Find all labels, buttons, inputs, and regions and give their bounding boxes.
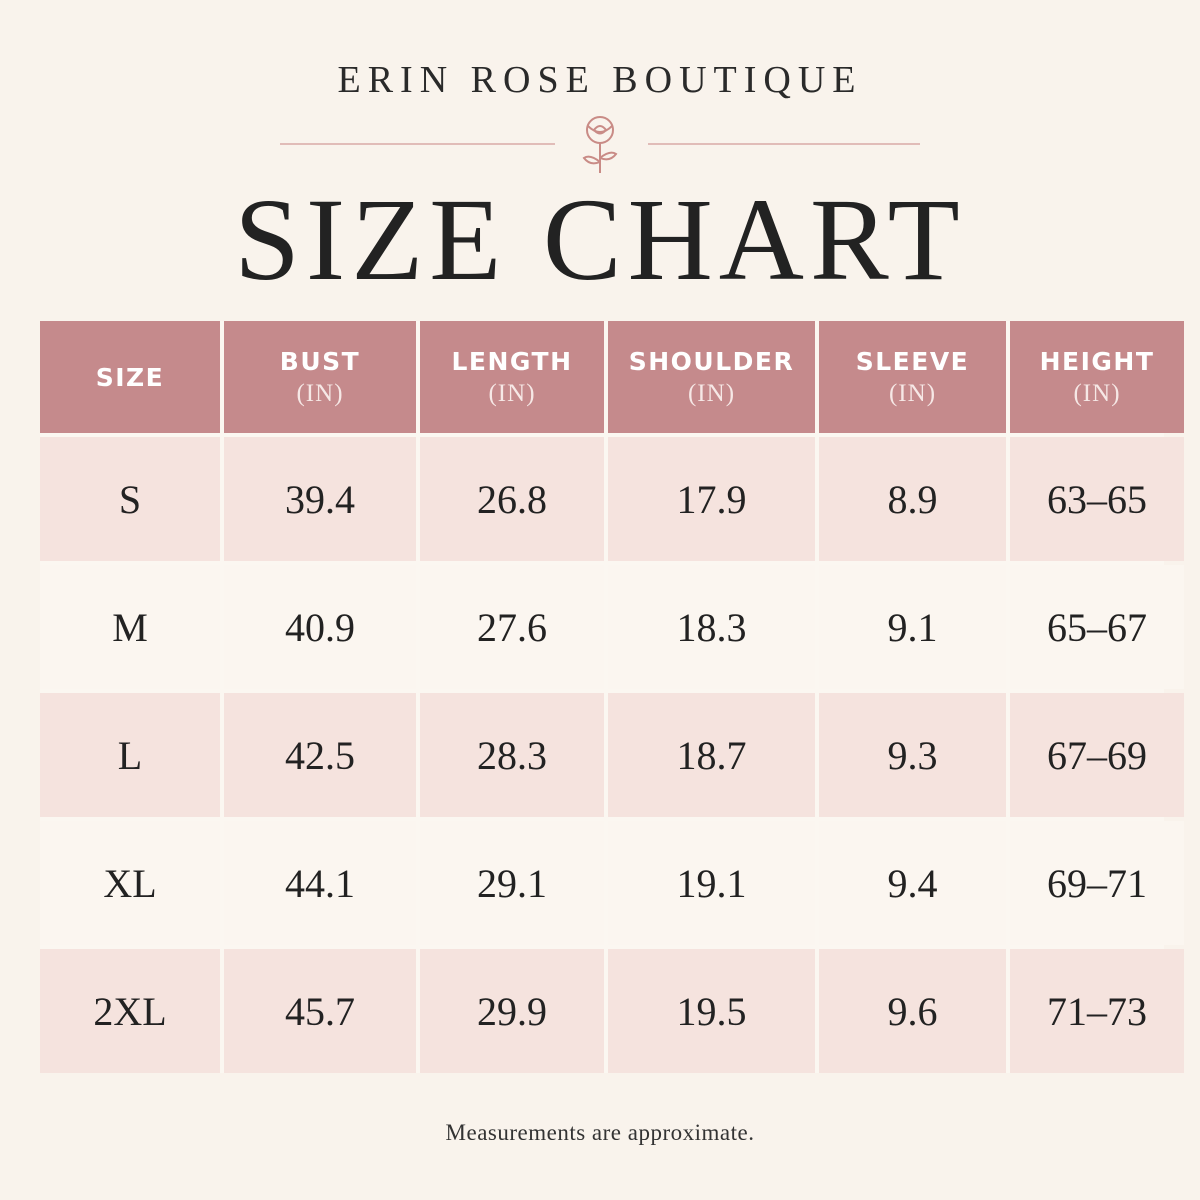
footer-note: Measurements are approximate. [445,1120,755,1145]
column-name: HEIGHT [1039,346,1155,376]
value-cell: 45.7 [224,949,416,1073]
size-cell: S [40,437,220,561]
header-cell: SLEEVE (IN) [819,321,1006,433]
header-cell: HEIGHT (IN) [1010,321,1184,433]
value-cell: 19.5 [608,949,815,1073]
value-cell: 39.4 [224,437,416,561]
column-name: SIZE [95,362,165,392]
header-cell: LENGTH (IN) [420,321,604,433]
value-cell: 9.6 [819,949,1006,1073]
value-cell: 67–69 [1010,693,1184,817]
column-unit: (IN) [488,379,536,407]
column-name: BUST [279,346,361,376]
value-cell: 8.9 [819,437,1006,561]
value-cell: 29.9 [420,949,604,1073]
size-cell: XL [40,821,220,945]
size-cell: L [40,693,220,817]
header-cell: SHOULDER (IN) [608,321,815,433]
column-unit: (IN) [1073,379,1121,407]
value-cell: 63–65 [1010,437,1184,561]
header-cell: BUST (IN) [224,321,416,433]
value-cell: 27.6 [420,565,604,689]
column-name: SHOULDER [628,346,795,376]
value-cell: 69–71 [1010,821,1184,945]
size-cell: M [40,565,220,689]
value-cell: 18.3 [608,565,815,689]
value-cell: 9.4 [819,821,1006,945]
value-cell: 65–67 [1010,565,1184,689]
value-cell: 29.1 [420,821,604,945]
size-table: SIZE BUST (IN) LENGTH (IN) SHOULDER (IN) SLEEVE… [40,321,1184,1073]
column-name: LENGTH [451,346,573,376]
column-unit: (IN) [296,379,344,407]
value-cell: 18.7 [608,693,815,817]
title: SIZE CHART [234,174,966,305]
header-cell: SIZE [40,321,220,433]
value-cell: 9.1 [819,565,1006,689]
value-cell: 9.3 [819,693,1006,817]
brand: ERIN ROSE BOUTIQUE [337,59,863,101]
value-cell: 40.9 [224,565,416,689]
column-unit: (IN) [888,379,937,407]
value-cell: 28.3 [420,693,604,817]
size-cell: 2XL [40,949,220,1073]
column-name: SLEEVE [855,346,970,376]
value-cell: 17.9 [608,437,815,561]
rose-divider [280,116,920,173]
value-cell: 26.8 [420,437,604,561]
value-cell: 44.1 [224,821,416,945]
value-cell: 71–73 [1010,949,1184,1073]
column-unit: (IN) [687,379,736,407]
value-cell: 42.5 [224,693,416,817]
value-cell: 19.1 [608,821,815,945]
